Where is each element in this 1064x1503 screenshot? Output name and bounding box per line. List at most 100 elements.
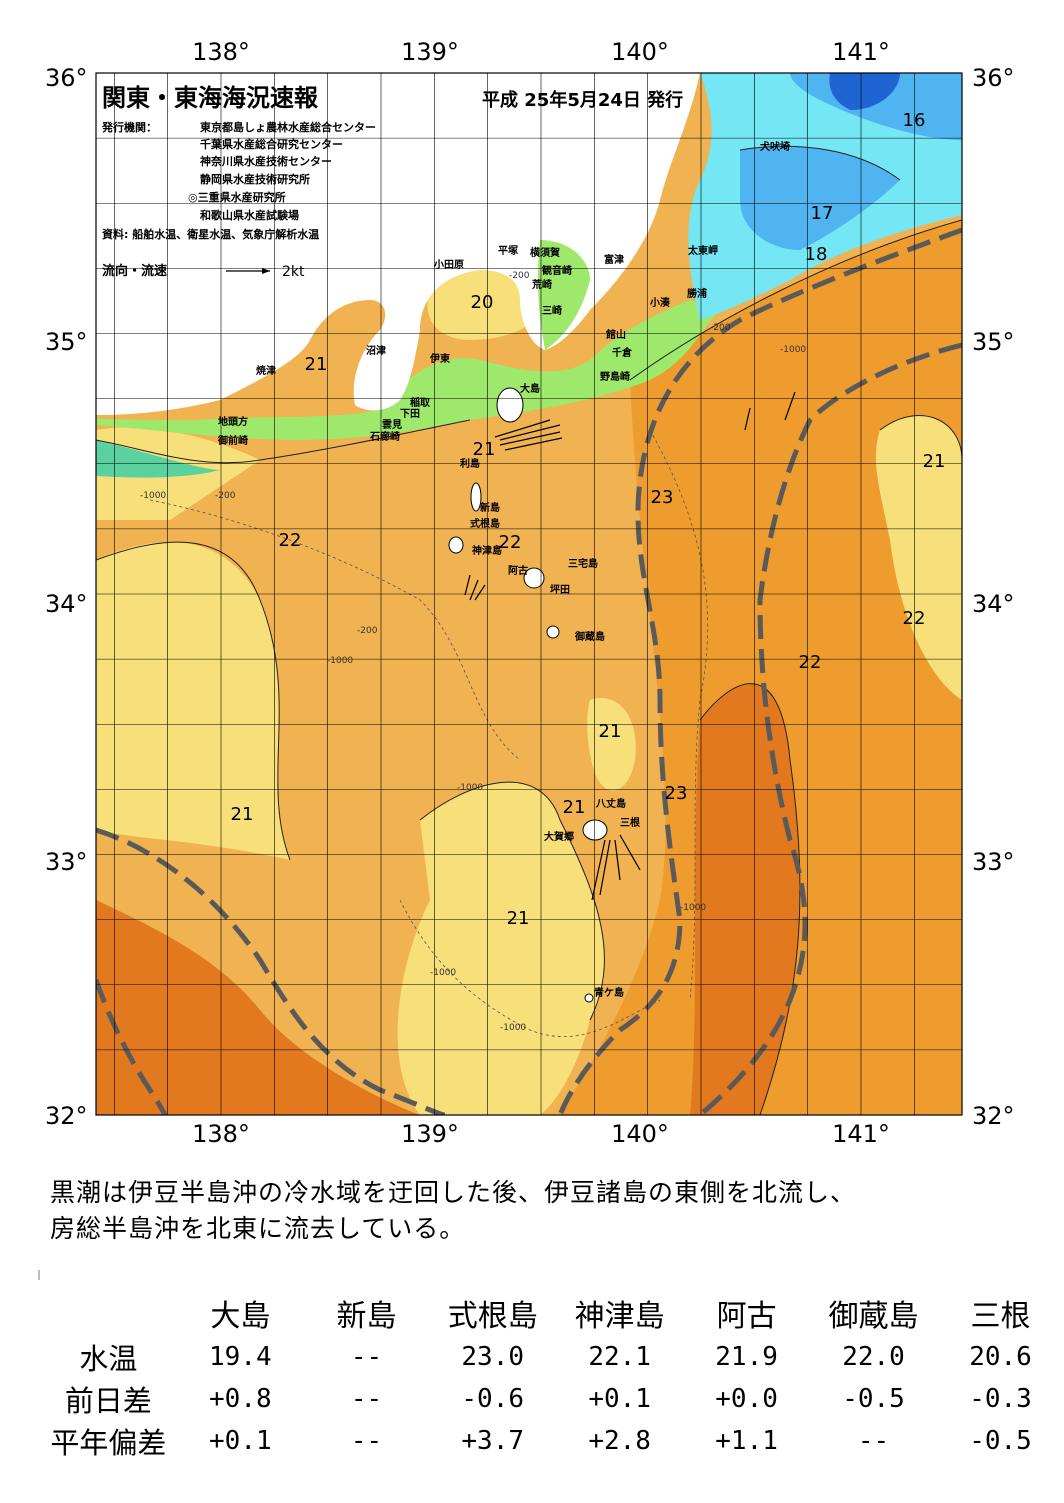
table-cell: 21.9 bbox=[715, 1342, 778, 1372]
table-cell: -- bbox=[350, 1384, 383, 1414]
place-name: 伊東 bbox=[429, 352, 450, 365]
issue-date: 平成 25年5月24日 発行 bbox=[482, 89, 683, 111]
place-name: 式根島 bbox=[470, 517, 500, 530]
column-header: 阿古 bbox=[716, 1299, 777, 1334]
lon-label-top: 139° bbox=[401, 38, 459, 66]
table-header-row: 大島 新島 式根島 神津島 阿古 御蔵島 三根 bbox=[40, 1290, 1064, 1336]
table-cell: 20.6 bbox=[969, 1342, 1032, 1372]
isotherm-label: 16 bbox=[903, 110, 926, 131]
place-names: 犬吠埼 太東岬 勝浦 小湊 富津 横須賀 平塚 観音崎 荒崎 小田原 三崎 館山… bbox=[217, 140, 790, 999]
isotherm-label: 21 bbox=[507, 908, 530, 929]
summary-line: 房総半島沖を北東に流去している。 bbox=[50, 1214, 466, 1243]
divider bbox=[38, 1270, 40, 1280]
place-name: 焼津 bbox=[256, 364, 276, 377]
lat-label-right: 36° bbox=[972, 64, 1015, 92]
place-name: 館山 bbox=[605, 328, 626, 341]
table-cell: +0.8 bbox=[209, 1384, 272, 1414]
depth-label: -1000 bbox=[457, 783, 483, 793]
isotherm-label: 20 bbox=[471, 292, 494, 313]
place-name: 石廊崎 bbox=[369, 430, 400, 443]
map-title: 関東・東海海況速報 bbox=[102, 84, 319, 112]
place-name: 三根 bbox=[620, 816, 640, 829]
place-name: 千倉 bbox=[612, 346, 633, 359]
depth-labels: -200 -1000 -200 -1000 -200 -1000 -1000 -… bbox=[140, 271, 806, 1033]
isotherm-label: 21 bbox=[473, 439, 496, 460]
isotherm-label: 21 bbox=[305, 354, 328, 375]
place-name: 犬吠埼 bbox=[760, 140, 790, 153]
column-header: 神津島 bbox=[574, 1299, 665, 1334]
table-cell: 22.0 bbox=[842, 1342, 905, 1372]
place-name: 御蔵島 bbox=[574, 630, 605, 643]
table-cell: 19.4 bbox=[209, 1342, 272, 1372]
isotherm-label: 22 bbox=[903, 608, 926, 629]
depth-label: -200 bbox=[357, 626, 378, 636]
place-name: 小田原 bbox=[433, 258, 464, 271]
table-cell: -- bbox=[857, 1426, 890, 1456]
place-name: 三崎 bbox=[542, 304, 562, 317]
depth-label: -200 bbox=[710, 323, 731, 333]
depth-label: -1000 bbox=[680, 903, 706, 913]
table-cell: -0.5 bbox=[969, 1426, 1032, 1456]
lat-label-left: 36° bbox=[45, 64, 88, 92]
lat-label-left: 33° bbox=[45, 848, 88, 876]
lat-label-left: 32° bbox=[45, 1102, 88, 1130]
column-header: 大島 bbox=[210, 1299, 271, 1334]
isotherm-label: 21 bbox=[923, 451, 946, 472]
publisher-item: 東京都島しょ農林水産総合センター bbox=[200, 120, 376, 134]
lon-label-bottom: 138° bbox=[192, 1120, 250, 1148]
isotherm-label: 21 bbox=[231, 804, 254, 825]
place-name: 大賀郷 bbox=[544, 830, 574, 843]
depth-label: -200 bbox=[215, 491, 236, 501]
data-sources: 資料: 船舶水温、衛星水温、気象庁解析水温 bbox=[102, 227, 319, 241]
place-name: 三宅島 bbox=[568, 557, 598, 570]
table-cell: -- bbox=[350, 1426, 383, 1456]
isotherm-label: 21 bbox=[599, 721, 622, 742]
table-row: 平年偏差 +0.1 -- +3.7 +2.8 +1.1 -- -0.5 bbox=[40, 1420, 1064, 1462]
kuroshio-axis bbox=[96, 227, 962, 1115]
depth-contours bbox=[149, 429, 709, 1037]
place-name: 横須賀 bbox=[530, 246, 560, 259]
publisher-item: 神奈川県水産技術センター bbox=[200, 154, 332, 168]
lon-label-top: 138° bbox=[192, 38, 250, 66]
place-name: 大島 bbox=[520, 382, 540, 395]
place-name: 御前崎 bbox=[217, 434, 248, 447]
place-name: 雲見 bbox=[382, 419, 402, 431]
table-cell: -0.6 bbox=[461, 1384, 525, 1414]
place-name: 神津島 bbox=[472, 544, 502, 557]
place-name: 地頭方 bbox=[218, 415, 248, 428]
depth-label: -1000 bbox=[500, 1023, 526, 1033]
lat-label-right: 32° bbox=[972, 1102, 1015, 1130]
lat-lon-grid bbox=[96, 73, 962, 1115]
place-name: 太東岬 bbox=[687, 244, 718, 257]
publisher-item: 和歌山県水産試験場 bbox=[200, 208, 299, 222]
depth-label: -1000 bbox=[430, 968, 456, 978]
column-header: 新島 bbox=[336, 1299, 397, 1334]
column-header: 御蔵島 bbox=[828, 1299, 919, 1334]
current-legend-label: 流向・流速 bbox=[102, 263, 167, 279]
lat-label-right: 35° bbox=[972, 328, 1015, 356]
place-name: 富津 bbox=[604, 253, 624, 266]
place-name: 小湊 bbox=[649, 296, 671, 309]
current-scale: 2kt bbox=[282, 264, 305, 280]
place-name: 稲取 bbox=[410, 396, 431, 409]
column-header: 式根島 bbox=[447, 1299, 538, 1334]
lon-label-bottom: 141° bbox=[832, 1120, 890, 1148]
place-name: 下田 bbox=[400, 408, 420, 420]
depth-label: -200 bbox=[509, 271, 530, 281]
lat-label-left: 34° bbox=[45, 590, 88, 618]
isotherm-label: 23 bbox=[665, 783, 688, 804]
isotherm-label: 18 bbox=[805, 244, 828, 265]
table-cell: +3.7 bbox=[461, 1426, 525, 1456]
isotherm-labels: 16 17 18 20 21 22 21 22 23 21 22 22 21 2… bbox=[231, 110, 946, 929]
arrowhead-icon bbox=[262, 268, 270, 274]
isotherm-label: 23 bbox=[651, 487, 674, 508]
place-name: 阿古 bbox=[508, 564, 528, 577]
publisher-item: 静岡県水産技術研究所 bbox=[200, 172, 310, 186]
lon-label-top: 141° bbox=[832, 38, 890, 66]
depth-label: -1000 bbox=[327, 656, 353, 666]
place-name: 坪田 bbox=[550, 583, 570, 596]
isotherm-label: 22 bbox=[799, 652, 822, 673]
row-header: 前日差 bbox=[64, 1384, 152, 1418]
publisher-label: 発行機関： bbox=[101, 120, 157, 134]
table-cell: 23.0 bbox=[461, 1342, 525, 1372]
